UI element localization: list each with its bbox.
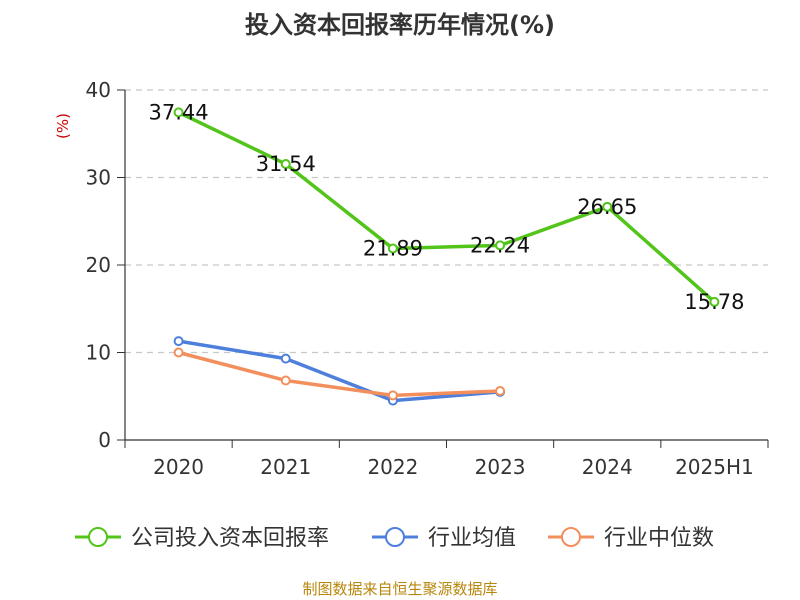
series-line: [178, 339, 501, 403]
x-tick-label: 2022: [367, 455, 418, 479]
data-point: [173, 336, 184, 347]
data-point: [387, 390, 398, 401]
y-tick-label: 20: [86, 253, 111, 277]
data-label: 31.54: [256, 152, 316, 176]
data-label: 22.24: [470, 233, 530, 257]
data-point: [173, 107, 184, 118]
chart-title: 投入资本回报率历年情况(%): [245, 11, 555, 39]
data-label: 37.44: [149, 100, 209, 124]
data-point: [280, 159, 291, 170]
data-point: [709, 296, 720, 307]
legend-marker: [561, 527, 581, 547]
legend-label: 公司投入资本回报率: [131, 526, 329, 551]
x-tick-label: 2023: [475, 455, 526, 479]
y-tick-label: 0: [98, 428, 111, 452]
y-tick-label: 30: [86, 166, 111, 190]
series-0: 37.44 31.54 21.89 22.24 26.65 15.78: [149, 100, 745, 314]
x-tick-label: 2020: [153, 455, 204, 479]
data-label: 26.65: [577, 195, 637, 219]
source-note: 制图数据来自恒生聚源数据库: [302, 580, 497, 598]
data-label: 21.89: [363, 236, 423, 260]
data-point: [280, 375, 291, 386]
x-tick-label: 2024: [582, 455, 633, 479]
legend-marker: [88, 527, 108, 547]
series-layer: 37.44 31.54 21.89 22.24 26.65 15.78: [149, 100, 745, 406]
y-tick-label: 10: [86, 341, 111, 365]
x-tick-label: 2025H1: [675, 455, 754, 479]
axes: 0 10 20 30 40 2020 2021 2022 2023 2024 2025H1: [86, 78, 769, 479]
legend-item-2: 行业中位数: [548, 526, 714, 551]
legend-label: 行业均值: [428, 526, 516, 551]
grid-lines: [125, 89, 768, 354]
data-point: [387, 243, 398, 254]
legend-item-0: 公司投入资本回报率: [75, 526, 329, 551]
legend-label: 行业中位数: [604, 526, 714, 551]
y-axis-unit: (%): [54, 113, 72, 139]
data-point: [495, 386, 506, 396]
y-tick-label: 40: [86, 78, 111, 102]
legend: 公司投入资本回报率 行业均值 行业中位数: [75, 526, 714, 551]
data-point: [173, 347, 184, 358]
data-point: [495, 240, 506, 251]
data-point: [280, 353, 291, 364]
series-line: [178, 350, 501, 398]
x-tick-label: 2021: [260, 455, 311, 479]
series-2: [173, 347, 506, 401]
data-label: 15.78: [684, 290, 744, 314]
series-line: [177, 110, 716, 304]
data-point: [602, 201, 613, 212]
legend-item-1: 行业均值: [372, 526, 516, 551]
legend-marker: [385, 527, 405, 547]
